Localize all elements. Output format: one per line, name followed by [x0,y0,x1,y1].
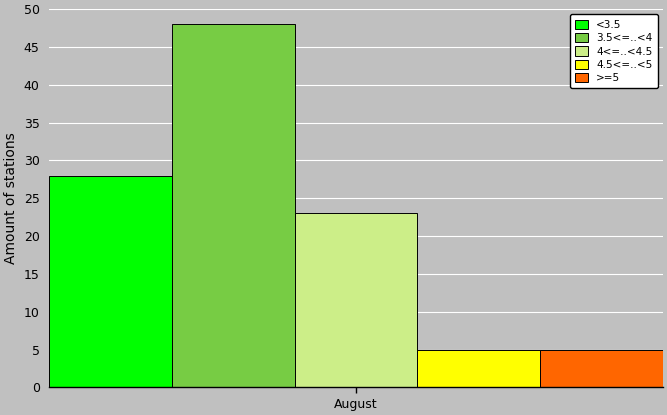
Legend: <3.5, 3.5<=..<4, 4<=..<4.5, 4.5<=..<5, >=5: <3.5, 3.5<=..<4, 4<=..<4.5, 4.5<=..<5, >… [570,15,658,88]
Bar [49,176,172,388]
Y-axis label: Amount of stations: Amount of stations [4,132,18,264]
Bar [295,213,418,388]
Bar [418,349,540,388]
Bar [172,24,295,388]
Bar [540,349,663,388]
